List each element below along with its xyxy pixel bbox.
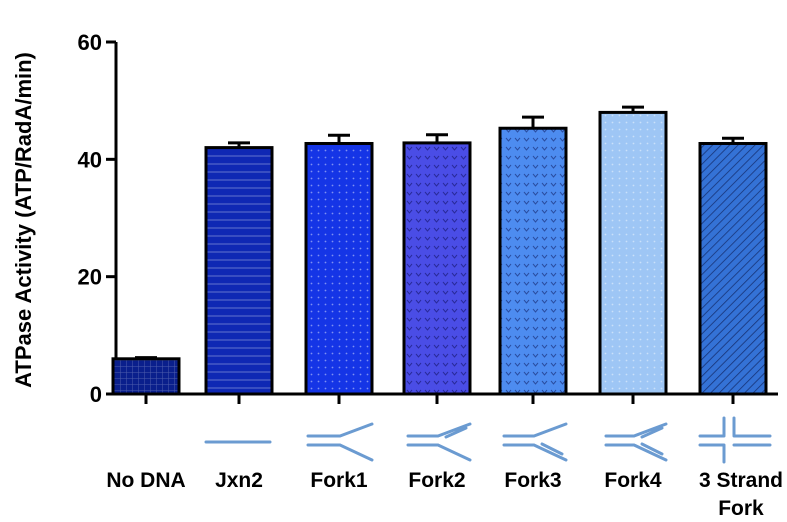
y-tick-label: 0: [90, 382, 102, 407]
bar-outline-4: [402, 141, 472, 396]
dna-schematics: [204, 416, 772, 464]
x-tick-label-3: Fork1: [310, 469, 368, 492]
bar-outline-2: [204, 146, 274, 396]
y-axis: 0 20 40 60: [78, 30, 118, 407]
x-tick-label-5: Fork3: [504, 469, 561, 492]
fork4-dna-icon: [604, 422, 668, 462]
y-tick-label: 40: [78, 147, 102, 172]
bar-outline-5: [498, 126, 568, 396]
x-tick-label-6: Fork4: [604, 469, 662, 492]
x-tick-label-7: Fork: [718, 497, 764, 520]
y-tick-label: 20: [78, 265, 102, 290]
bar-outline-7: [698, 141, 768, 396]
y-tick-label: 60: [78, 30, 102, 55]
bar-outline-1: [111, 357, 181, 396]
bars: [111, 105, 768, 396]
bar-outline-6: [598, 110, 668, 396]
bar-outline-3: [304, 141, 374, 396]
x-tick-label-2: Jxn2: [215, 469, 263, 492]
fork2-dna-icon: [406, 422, 472, 462]
three-strand-fork-dna-icon: [698, 416, 772, 464]
fork1-dna-icon: [306, 422, 374, 462]
x-tick-label-7: 3 Strand: [699, 469, 783, 492]
x-tick-label-4: Fork2: [408, 469, 465, 492]
x-tick-label-1: No DNA: [106, 469, 185, 492]
fork3-dna-icon: [502, 422, 568, 462]
x-axis: No DNA Jxn2 Fork1 Fork2 Fork3 Fork4 3 Strand Fo…: [106, 392, 783, 520]
y-axis-title: ATPase Activity (ATP/RadA/min): [11, 52, 36, 388]
